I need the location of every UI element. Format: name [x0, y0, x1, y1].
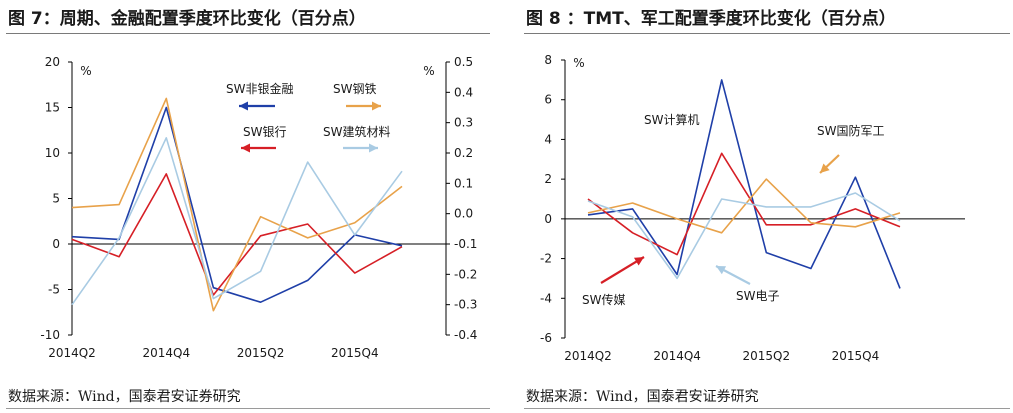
right-annotation-label-4: SW电子: [736, 289, 779, 303]
left-legend-arrow-3-head: [372, 101, 381, 111]
chart-title-left: 图 7：周期、金融配置季度环比变化（百分点）: [8, 9, 366, 29]
right-x-tick-label: 2014Q4: [653, 349, 701, 363]
left-y-tick-label: -5: [48, 283, 60, 297]
right-x-tick-label: 2014Q2: [564, 349, 612, 363]
right-y-tick-label: 8: [544, 53, 552, 67]
right-annotation-arrow-4-head: [716, 266, 727, 275]
left-series-line-1: [71, 106, 403, 304]
left-y2-tick-label: 0.2: [454, 146, 473, 160]
right-series-line-3: [587, 178, 901, 234]
right-annotation-arrow-2-head: [633, 257, 644, 266]
left-y2-tick-label: -0.4: [454, 328, 477, 342]
left-legend-arrow-4-head: [369, 143, 378, 153]
left-series-line-3: [71, 97, 403, 312]
left-y2-tick-label: -0.3: [454, 298, 477, 312]
left-legend-label-3: SW钢铁: [333, 82, 376, 96]
left-y2-tick-label: 0.1: [454, 176, 473, 190]
left-y2-tick-label: 0.3: [454, 116, 473, 130]
left-y2-unit-label: %: [423, 64, 434, 78]
left-legend-label-1: SW非银金融: [226, 81, 293, 96]
source-rule-right: [524, 408, 1010, 409]
left-legend-label-4: SW建筑材料: [323, 124, 390, 139]
right-y-tick-label: -2: [540, 252, 552, 266]
left-x-tick-label: 2014Q4: [142, 346, 190, 360]
right-y-tick-label: -6: [540, 331, 552, 345]
left-y-tick-label: 20: [45, 55, 60, 69]
right-x-tick-label: 2015Q4: [832, 349, 880, 363]
right-y-tick-label: 4: [544, 132, 552, 146]
right-y-tick-label: -4: [540, 291, 552, 305]
left-y2-tick-label: -0.1: [454, 237, 477, 251]
left-y2-tick-label: 0.0: [454, 207, 473, 221]
right-annotation-label-1: SW计算机: [644, 112, 699, 127]
left-y2-tick-label: 0.5: [454, 55, 473, 69]
left-y-tick-label: 0: [52, 237, 60, 251]
right-annotation-arrow-3-head: [820, 163, 830, 173]
left-y-unit-label: %: [80, 64, 91, 78]
left-x-tick-label: 2015Q2: [237, 346, 285, 360]
left-legend-label-2: SW银行: [243, 125, 286, 139]
left-series-line-4: [71, 137, 403, 306]
right-series-line-4: [587, 192, 901, 280]
right-y-tick-label: 0: [544, 212, 552, 226]
right-x-tick-label: 2015Q2: [742, 349, 790, 363]
right-annotation-label-3: SW国防军工: [817, 123, 884, 138]
left-legend-arrow-2-head: [241, 143, 250, 153]
chart-title-right: 图 8 ：TMT、军工配置季度环比变化（百分点）: [526, 9, 896, 29]
left-legend-arrow-1-head: [239, 101, 248, 111]
title-rule-right: [524, 33, 1010, 34]
source-note-right: 数据来源：Wind，国泰君安证券研究: [526, 389, 759, 405]
right-y-unit-label: %: [573, 56, 584, 70]
left-y-tick-label: 5: [52, 192, 60, 206]
left-x-tick-label: 2014Q2: [48, 346, 96, 360]
right-series-line-2: [587, 152, 901, 256]
left-x-tick-label: 2015Q4: [331, 346, 379, 360]
right-series-line-1: [587, 79, 901, 289]
left-y-tick-label: 15: [45, 101, 60, 115]
source-note-left: 数据来源：Wind，国泰君安证券研究: [8, 389, 241, 405]
right-annotation-label-2: SW传媒: [582, 292, 625, 307]
right-y-tick-label: 2: [544, 172, 552, 186]
title-rule-left: [6, 33, 490, 34]
source-rule-left: [6, 408, 490, 409]
right-y-tick-label: 6: [544, 93, 552, 107]
left-y2-tick-label: 0.4: [454, 85, 473, 99]
left-y-tick-label: 10: [45, 146, 60, 160]
left-y-tick-label: -10: [40, 328, 60, 342]
left-y2-tick-label: -0.2: [454, 267, 477, 281]
